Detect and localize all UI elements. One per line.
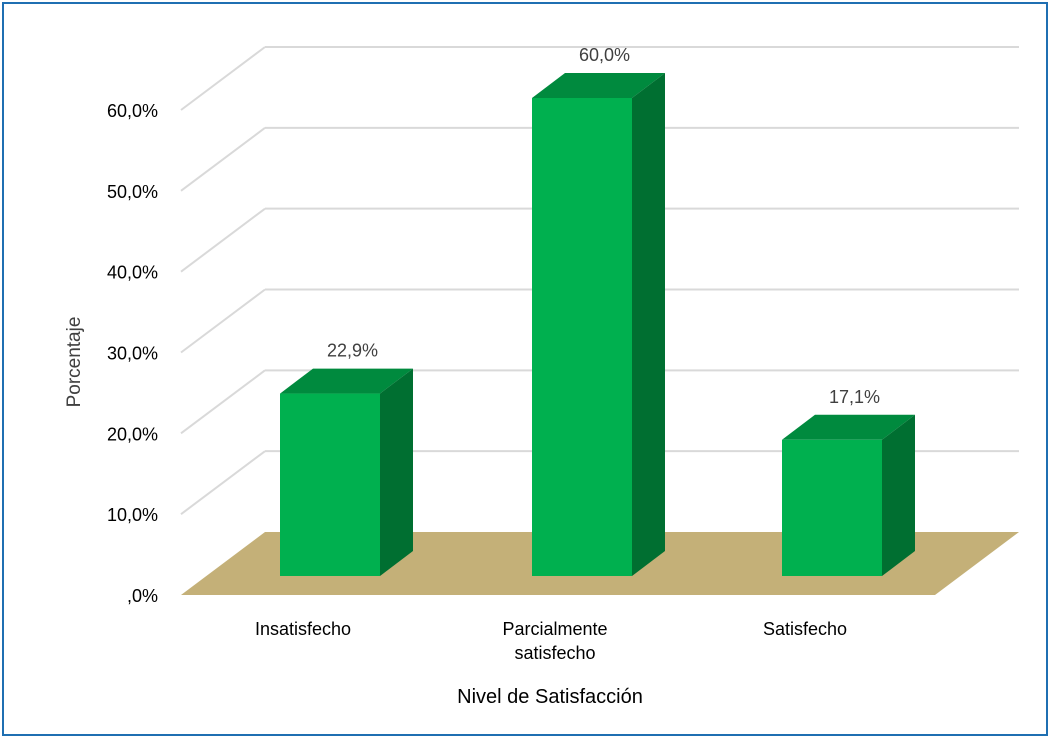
y-tick-label: 30,0% xyxy=(107,344,158,364)
bar-top-face xyxy=(280,368,413,394)
gridline-side xyxy=(180,369,266,435)
gridline-side xyxy=(180,288,266,354)
y-tick-label: ,0% xyxy=(127,586,158,606)
data-label: 22,9% xyxy=(327,341,378,361)
y-axis-title: Porcentaje xyxy=(64,317,85,408)
bar-side-face xyxy=(882,414,915,576)
y-tick-label: 40,0% xyxy=(107,263,158,283)
bar-side-face xyxy=(380,368,413,576)
y-tick-label: 20,0% xyxy=(107,424,158,444)
gridline-side xyxy=(180,46,266,111)
bar-top-face xyxy=(782,414,915,440)
bars xyxy=(280,73,915,576)
x-category-labels: Insatisfecho Parcialmente satisfecho Satisf… xyxy=(255,619,847,663)
x-axis-title: Nivel de Satisfacción xyxy=(457,686,643,708)
category-label: Satisfecho xyxy=(763,619,847,639)
gridline-side xyxy=(180,207,266,273)
y-tick-label: 60,0% xyxy=(107,101,158,121)
bar-side-face xyxy=(632,73,665,576)
data-label: 17,1% xyxy=(829,387,880,407)
data-labels: 22,9% 60,0% 17,1% xyxy=(327,45,880,407)
y-tick-label: 50,0% xyxy=(107,182,158,202)
y-tick-labels: ,0% 10,0% 20,0% 30,0% 40,0% 50,0% 60,0% xyxy=(107,101,158,606)
gridline-side xyxy=(180,450,266,515)
bar xyxy=(532,98,632,576)
data-label: 60,0% xyxy=(579,45,630,65)
bar-top-face xyxy=(532,73,665,98)
bar xyxy=(280,393,380,576)
gridline-side xyxy=(180,127,266,192)
category-label: Insatisfecho xyxy=(255,619,351,639)
category-label: Parcialmente satisfecho xyxy=(502,619,607,663)
y-tick-label: 10,0% xyxy=(107,505,158,525)
bar xyxy=(782,439,882,576)
